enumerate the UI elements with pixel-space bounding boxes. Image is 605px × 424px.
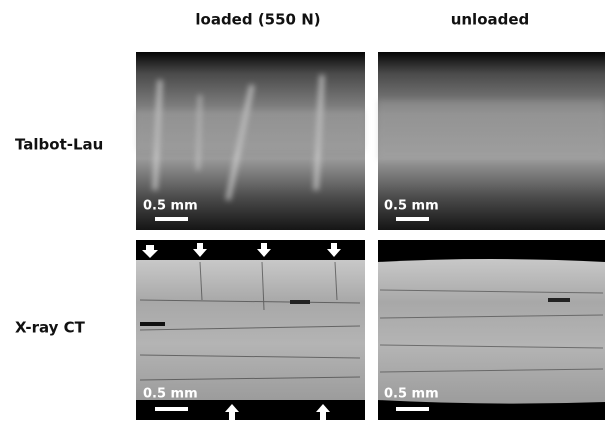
column-header: unloaded (451, 11, 530, 29)
image-panel: 0.5 mm (136, 240, 365, 420)
scale-bar-label: 0.5 mm (143, 387, 198, 402)
row-label: X-ray CT (15, 319, 86, 337)
scale-bar-label: 0.5 mm (384, 387, 439, 402)
figure: loaded (550 N) unloaded Talbot-Lau X-ray… (0, 0, 605, 420)
scale-bar (155, 217, 188, 221)
scale-bar-label: 0.5 mm (384, 199, 439, 214)
image-panel: 0.5 mm (378, 52, 605, 230)
scale-bar (396, 217, 429, 221)
scale-bar-label: 0.5 mm (143, 199, 198, 214)
column-header: loaded (550 N) (195, 11, 320, 29)
row-label: Talbot-Lau (15, 136, 103, 154)
image-panel: 0.5 mm (378, 240, 605, 420)
scale-bar (155, 407, 188, 411)
image-panel: 0.5 mm (136, 52, 365, 230)
scale-bar (396, 407, 429, 411)
